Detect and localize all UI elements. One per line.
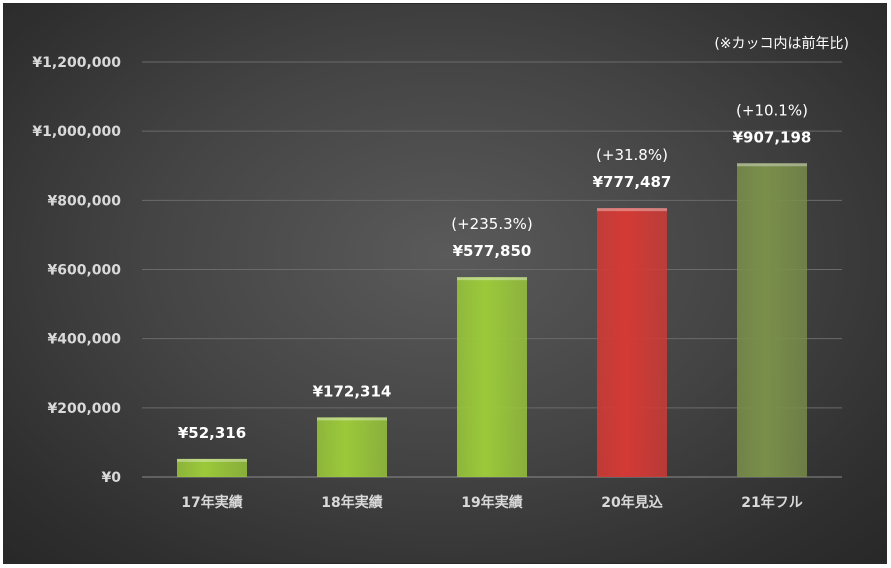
value-label: ¥907,198 [733, 128, 812, 146]
bar-group [737, 163, 807, 478]
y-tick-label: ¥800,000 [47, 193, 121, 209]
y-tick-label: ¥1,200,000 [32, 55, 121, 71]
value-label: ¥172,314 [313, 382, 392, 400]
bar [177, 458, 247, 477]
change-label: (+31.8%) [596, 146, 668, 164]
x-tick-label: 21年フル [741, 494, 802, 511]
bar-highlight [317, 417, 387, 421]
x-tick-label: 20年見込 [601, 494, 662, 511]
bar [317, 417, 387, 477]
y-tick-label: ¥400,000 [47, 332, 121, 348]
bar [737, 163, 807, 478]
x-tick-label: 17年実績 [181, 494, 242, 511]
x-tick-label: 19年実績 [461, 494, 522, 511]
change-label: (+10.1%) [736, 101, 808, 119]
value-label: ¥777,487 [593, 173, 672, 191]
y-tick-label: ¥1,000,000 [32, 124, 121, 140]
value-label: ¥52,316 [178, 424, 246, 442]
bar-group [597, 208, 667, 477]
bar-chart: ¥0 ¥200,000 ¥400,000 ¥600,000 ¥800,000 ¥1,000… [32, 35, 849, 511]
gridlines [142, 61, 842, 478]
bar-highlight [457, 277, 527, 281]
bar-highlight [177, 458, 247, 462]
bar-highlight [737, 163, 807, 167]
y-tick-label: ¥0 [102, 470, 122, 486]
bars [177, 163, 807, 478]
y-axis: ¥0 ¥200,000 ¥400,000 ¥600,000 ¥800,000 ¥1,000… [32, 55, 121, 486]
bar-highlight [597, 208, 667, 212]
x-tick-label: 18年実績 [321, 494, 382, 511]
bar-group [177, 458, 247, 477]
data-labels: ¥52,316 ¥172,314 ¥577,850 (+235.3%) ¥777,487… [178, 101, 812, 442]
bar-group [317, 417, 387, 477]
value-label: ¥577,850 [453, 242, 532, 260]
bar-group [457, 277, 527, 477]
y-tick-label: ¥600,000 [47, 263, 121, 279]
y-tick-label: ¥200,000 [47, 401, 121, 417]
bar [457, 277, 527, 477]
x-axis: 17年実績 18年実績 19年実績 20年見込 21年フル [181, 494, 802, 511]
chart-note: (※カッコ内は前年比) [714, 35, 849, 52]
change-label: (+235.3%) [451, 215, 532, 233]
bar [597, 208, 667, 477]
chart-frame: ¥0 ¥200,000 ¥400,000 ¥600,000 ¥800,000 ¥1,000… [3, 3, 887, 564]
